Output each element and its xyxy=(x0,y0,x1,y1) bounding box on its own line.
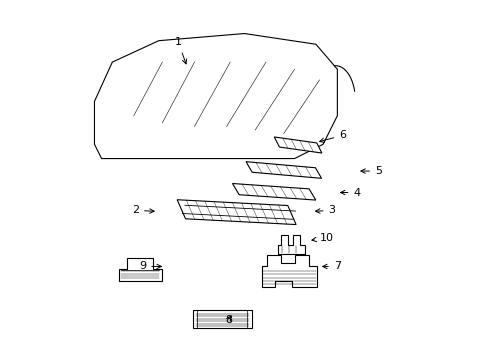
Text: 6: 6 xyxy=(319,130,346,143)
Polygon shape xyxy=(119,257,162,281)
Polygon shape xyxy=(245,162,321,178)
Text: 8: 8 xyxy=(224,315,231,325)
Polygon shape xyxy=(232,184,315,200)
Text: 9: 9 xyxy=(139,261,161,271)
Text: 7: 7 xyxy=(322,261,340,271)
Polygon shape xyxy=(278,235,305,254)
Text: 2: 2 xyxy=(132,205,154,215)
Text: 1: 1 xyxy=(175,37,186,64)
Text: 5: 5 xyxy=(360,166,381,176)
PathPatch shape xyxy=(94,33,337,158)
Text: 3: 3 xyxy=(315,205,335,215)
Polygon shape xyxy=(261,255,316,287)
Polygon shape xyxy=(274,137,321,153)
Polygon shape xyxy=(192,310,251,328)
Polygon shape xyxy=(177,200,295,225)
Text: 10: 10 xyxy=(311,233,333,243)
Text: 4: 4 xyxy=(340,188,360,198)
